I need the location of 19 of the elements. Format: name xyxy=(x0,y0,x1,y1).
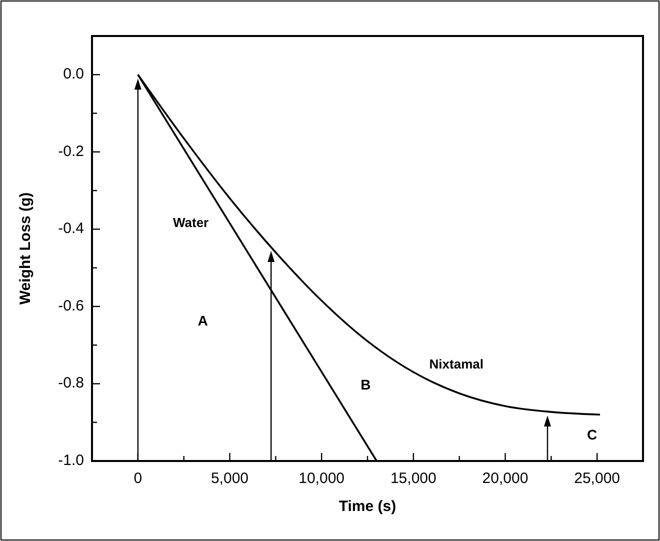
y-axis-title: Weight Loss (g) xyxy=(17,192,34,305)
y-tick-label: -0.4 xyxy=(58,220,84,238)
x-axis-title: Time (s) xyxy=(338,498,396,515)
y-tick-label: -1.0 xyxy=(58,452,84,469)
series-label: Water xyxy=(172,215,209,230)
x-tick-label: 10,000 xyxy=(298,470,345,487)
x-tick-label: 5,000 xyxy=(210,470,249,487)
x-tick-label: 15,000 xyxy=(390,470,436,487)
y-tick-label: -0.2 xyxy=(58,142,84,160)
annotation: A xyxy=(198,312,208,329)
x-tick-label: 0 xyxy=(134,470,142,487)
x-tick-label: 25,000 xyxy=(574,470,620,487)
y-tick-label: 0.0 xyxy=(63,66,84,83)
annotation: C xyxy=(587,426,598,443)
annotation: B xyxy=(360,376,371,393)
y-tick-label: -0.8 xyxy=(58,374,84,392)
series-label: Nixtamal xyxy=(429,356,484,372)
y-tick-label: -0.6 xyxy=(58,297,84,314)
x-tick-label: 20,000 xyxy=(482,470,528,487)
